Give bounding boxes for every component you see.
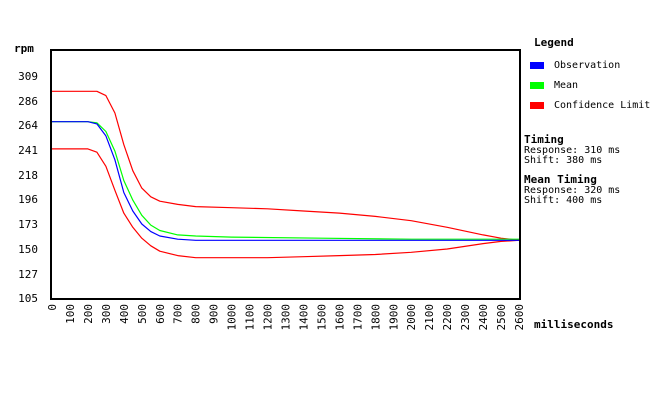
mean-timing-shift: Shift: 400 ms bbox=[524, 195, 603, 206]
x-tick-label: 2300 bbox=[459, 304, 472, 331]
x-tick-label: 0 bbox=[46, 304, 59, 311]
y-tick-label: 173 bbox=[18, 218, 38, 231]
mean-timing-panel: Mean Timing Response: 320 ms Shift: 400 … bbox=[524, 174, 620, 206]
x-tick-label: 1300 bbox=[280, 304, 293, 331]
x-tick-label: 900 bbox=[208, 304, 221, 324]
x-tick-label: 400 bbox=[118, 304, 131, 324]
x-tick-label: 1600 bbox=[333, 304, 346, 331]
y-tick-label: 286 bbox=[18, 95, 38, 108]
x-tick-label: 300 bbox=[100, 304, 113, 324]
x-tick-label: 200 bbox=[82, 304, 95, 324]
legend-title: Legend bbox=[534, 36, 574, 49]
x-tick-label: 2500 bbox=[495, 304, 508, 331]
x-tick-label: 2400 bbox=[477, 304, 490, 331]
y-tick-labels: 105 127 150 173 196 218 241 264 286 309 bbox=[18, 70, 38, 305]
x-tick-label: 800 bbox=[190, 304, 203, 324]
series-line-confidence-limit-lower bbox=[52, 148, 520, 259]
legend-swatch-observation bbox=[530, 61, 544, 69]
timing-shift: Shift: 380 ms bbox=[524, 155, 603, 166]
mean-timing-title: Mean Timing bbox=[524, 173, 597, 186]
x-tick-label: 1900 bbox=[387, 304, 400, 331]
x-tick-label: 600 bbox=[154, 304, 167, 324]
y-tick-label: 105 bbox=[18, 292, 38, 305]
x-tick-label: 1700 bbox=[351, 304, 364, 331]
plot-frame bbox=[50, 49, 521, 300]
mean-timing-response: Response: 320 ms bbox=[524, 185, 621, 196]
y-tick-label: 241 bbox=[18, 144, 38, 157]
y-axis-title: rpm bbox=[14, 42, 34, 55]
legend-label-mean: Mean bbox=[554, 79, 579, 91]
x-tick-label: 1800 bbox=[369, 304, 382, 331]
legend: Legend Observation Mean Confidence Limit bbox=[530, 36, 650, 115]
y-tick-label: 127 bbox=[18, 268, 38, 281]
x-tick-label: 1400 bbox=[297, 304, 310, 331]
x-tick-label: 2600 bbox=[513, 304, 526, 331]
legend-swatch-confidence-limit bbox=[530, 101, 544, 109]
legend-label-observation: Observation bbox=[554, 59, 621, 71]
x-tick-label: 700 bbox=[172, 304, 185, 324]
series-line-observation bbox=[52, 121, 519, 241]
y-tick-label: 150 bbox=[18, 243, 38, 256]
x-tick-label: 500 bbox=[136, 304, 149, 324]
x-axis-title: milliseconds bbox=[534, 318, 613, 331]
series-line-confidence-limit-upper bbox=[52, 90, 520, 241]
legend-label-confidence-limit: Confidence Limit bbox=[554, 99, 651, 111]
legend-item-mean: Mean bbox=[530, 75, 650, 95]
x-tick-label: 1100 bbox=[244, 304, 257, 331]
x-tick-label: 2200 bbox=[441, 304, 454, 331]
legend-item-observation: Observation bbox=[530, 55, 650, 75]
legend-swatch-mean bbox=[530, 81, 544, 89]
y-tick-label: 218 bbox=[18, 169, 38, 182]
x-tick-label: 1200 bbox=[262, 304, 275, 331]
timing-response: Response: 310 ms bbox=[524, 145, 621, 156]
x-tick-label: 100 bbox=[64, 304, 77, 324]
timing-panel: Timing Response: 310 ms Shift: 380 ms bbox=[524, 134, 620, 166]
y-tick-label: 264 bbox=[18, 119, 38, 132]
series-line-mean bbox=[52, 121, 519, 240]
x-tick-label: 2000 bbox=[405, 304, 418, 331]
x-tick-labels: 0 100 200 300 400 500 600 700 800 900 1000 1100 1200… bbox=[46, 304, 526, 331]
y-tick-label: 196 bbox=[18, 193, 38, 206]
x-tick-label: 1500 bbox=[315, 304, 328, 331]
timing-title: Timing bbox=[524, 133, 564, 146]
x-tick-label: 2100 bbox=[423, 304, 436, 331]
legend-item-confidence-limit: Confidence Limit bbox=[530, 95, 650, 115]
x-tick-label: 1000 bbox=[226, 304, 239, 331]
series-layer bbox=[52, 90, 520, 259]
y-tick-label: 309 bbox=[18, 70, 38, 83]
